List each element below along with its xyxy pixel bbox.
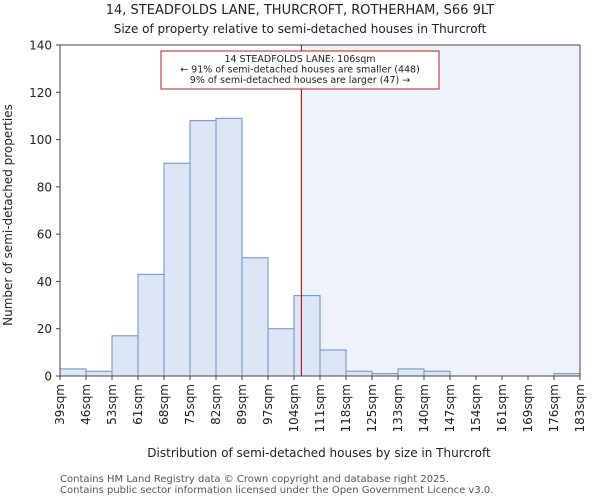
annotation-frame [160,50,440,90]
x-tick-label-68sqm: 68sqm [157,384,171,425]
bar-82sqm [215,117,243,377]
larger-region-shade [301,45,580,376]
bar-61sqm [137,273,165,377]
x-tick-label-147sqm: 147sqm [443,384,457,432]
bar-97sqm [267,328,295,377]
annotation-line-3: 9% of semi-detached houses are larger (4… [190,75,410,86]
x-tick-label-97sqm: 97sqm [261,384,275,425]
y-tick-label-60: 60 [37,228,52,242]
bar-39sqm [59,368,87,377]
x-tick-label-125sqm: 125sqm [365,384,379,432]
bar-53sqm [111,335,139,377]
bar-46sqm [85,370,113,377]
y-axis-title: Number of semi-detached properties [1,104,15,326]
footer: Contains HM Land Registry data © Crown c… [60,474,493,496]
plot-area: 0 20 40 60 80 100 120 140 39sqm 46sqm 53sqm 61sqm 6… [29,39,587,433]
bar-75sqm [189,120,217,377]
bar-111sqm [319,349,347,377]
y-tick-label-120: 120 [29,86,52,100]
chart-title: 14, STEADFOLDS LANE, THURCROFT, ROTHERHA… [106,3,495,18]
x-tick-label-161sqm: 161sqm [495,384,509,432]
bars [59,117,581,377]
y-tick-label-40: 40 [37,275,52,289]
y-tick-label-80: 80 [37,180,52,194]
y-axis: 0 20 40 60 80 100 120 140 [29,39,60,384]
x-tick-label-183sqm: 183sqm [573,384,587,432]
y-tick-label-100: 100 [29,133,52,147]
annotation-line-1: 14 STEADFOLDS LANE: 106sqm [224,54,375,65]
bar-68sqm [163,162,191,377]
footer-line-2: Contains public sector information licen… [60,485,494,496]
x-tick-label-104sqm: 104sqm [287,384,301,432]
x-tick-label-133sqm: 133sqm [391,384,405,432]
x-tick-label-140sqm: 140sqm [417,384,431,432]
footer-line-1: Contains HM Land Registry data © Crown c… [60,474,449,485]
x-tick-label-61sqm: 61sqm [131,384,145,425]
x-tick-label-176sqm: 176sqm [547,384,561,432]
bar-104sqm [293,295,321,377]
bar-118sqm [345,370,373,377]
x-axis: 39sqm 46sqm 53sqm 61sqm 68sqm 75sqm 82sqm 89sqm… [53,376,587,432]
bar-89sqm [241,257,269,377]
x-tick-label-53sqm: 53sqm [105,384,119,425]
y-tick-label-20: 20 [37,322,52,336]
chart: 14, STEADFOLDS LANE, THURCROFT, ROTHERHA… [1,3,587,460]
bar-133sqm [397,368,425,377]
x-tick-label-111sqm: 111sqm [313,384,327,432]
bar-140sqm [423,370,451,377]
x-tick-label-89sqm: 89sqm [235,384,249,425]
chart-subtitle: Size of property relative to semi-detach… [114,22,487,36]
x-tick-label-82sqm: 82sqm [209,384,223,425]
y-tick-label-140: 140 [29,39,52,53]
x-tick-label-118sqm: 118sqm [339,384,353,432]
annotation-line-2: ← 91% of semi-detached houses are smalle… [180,65,420,76]
annotation-box: 14 STEADFOLDS LANE: 106sqm ← 91% of semi… [160,50,440,90]
x-axis-title: Distribution of semi-detached houses by … [147,446,491,460]
y-tick-label-0: 0 [44,370,52,384]
x-tick-label-39sqm: 39sqm [53,384,67,425]
x-tick-label-75sqm: 75sqm [183,384,197,425]
x-tick-label-169sqm: 169sqm [521,384,535,432]
x-tick-label-46sqm: 46sqm [79,384,93,425]
x-tick-label-154sqm: 154sqm [469,384,483,432]
